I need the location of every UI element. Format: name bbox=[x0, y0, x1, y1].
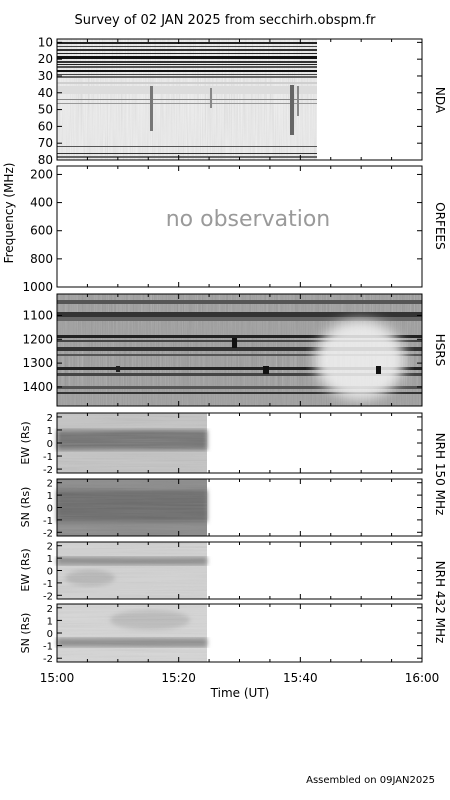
nrh432-sn-panel: 21 0 -1-2 bbox=[43, 603, 423, 665]
orfees-label: ORFEES bbox=[433, 202, 447, 249]
y-tick-label: 1000 bbox=[22, 280, 53, 294]
y-tick-label: 0 bbox=[47, 504, 53, 515]
y-tick-label: -1 bbox=[43, 642, 53, 653]
nrh432-ew-panel: 21 0-1-2 bbox=[43, 541, 423, 602]
y-tick-label: -2 bbox=[43, 591, 53, 602]
nrh150-ew-panel: 2 1 0 -1 -2 bbox=[43, 412, 423, 476]
figure-title: Survey of 02 JAN 2025 from secchirh.obsp… bbox=[75, 13, 377, 28]
y-tick-label: 0 bbox=[47, 439, 53, 450]
nda-spectrogram bbox=[57, 39, 317, 160]
hsrs-panel: 1100 1200 1300 1400 bbox=[22, 293, 423, 407]
y-tick-label: 80 bbox=[38, 153, 53, 167]
nrh150-sn-ylabel: SN (Rs) bbox=[19, 487, 32, 528]
y-tick-label: 2 bbox=[47, 413, 53, 424]
y-tick-label: 1 bbox=[47, 426, 53, 437]
y-tick-label: 1300 bbox=[22, 356, 53, 370]
nrh150-sn-image bbox=[57, 479, 207, 536]
nrh150-ew-image bbox=[57, 413, 207, 473]
assembled-note: Assembled on 09JAN2025 bbox=[306, 775, 435, 786]
y-tick-label: 400 bbox=[30, 196, 53, 210]
nrh432-ew-ylabel: EW (Rs) bbox=[19, 548, 32, 591]
y-tick-label: -1 bbox=[43, 516, 53, 527]
time-axis-label: Time (UT) bbox=[210, 686, 270, 700]
y-tick-label: 1 bbox=[47, 491, 53, 502]
time-axis: 15:00 15:20 15:40 16:00 bbox=[40, 39, 440, 685]
y-tick-label: -2 bbox=[43, 528, 53, 539]
nrh-432-label: NRH 432 MHz bbox=[433, 561, 447, 644]
y-tick-label: 1 bbox=[47, 616, 53, 627]
x-tick-label: 15:20 bbox=[161, 671, 196, 685]
y-tick-label: 800 bbox=[30, 252, 53, 266]
y-tick-label: -2 bbox=[43, 465, 53, 476]
hsrs-label: HSRS bbox=[433, 334, 447, 367]
x-tick-label: 15:40 bbox=[283, 671, 318, 685]
y-tick-label: -1 bbox=[43, 452, 53, 463]
nrh432-sn-image bbox=[57, 604, 207, 662]
nrh-150-label: NRH 150 MHz bbox=[433, 433, 447, 516]
orfees-panel: no observation 200 400 600 800 1000 bbox=[22, 165, 423, 294]
y-tick-label: 600 bbox=[30, 224, 53, 238]
y-tick-label: 2 bbox=[47, 479, 53, 490]
y-tick-label: 30 bbox=[38, 69, 53, 83]
frequency-axis-label: Frequency (MHz) bbox=[2, 163, 16, 264]
y-tick-label: 50 bbox=[38, 103, 53, 117]
nda-label: NDA bbox=[433, 87, 447, 114]
y-tick-label: 0 bbox=[47, 629, 53, 640]
hsrs-spectrogram bbox=[57, 294, 422, 406]
x-tick-label: 15:00 bbox=[40, 671, 75, 685]
y-tick-label: 0 bbox=[47, 567, 53, 578]
y-tick-label: -2 bbox=[43, 654, 53, 665]
y-tick-label: 10 bbox=[38, 35, 53, 49]
y-tick-label: 1400 bbox=[22, 380, 53, 394]
y-tick-label: 200 bbox=[30, 167, 53, 181]
y-tick-label: 2 bbox=[47, 542, 53, 553]
nrh432-ew-image bbox=[57, 542, 207, 599]
nda-panel: 10 20 30 40 50 60 70 80 bbox=[38, 35, 423, 167]
y-tick-label: 2 bbox=[47, 604, 53, 615]
y-tick-label: 20 bbox=[38, 52, 53, 66]
y-tick-label: -1 bbox=[43, 579, 53, 590]
no-observation-label: no observation bbox=[166, 207, 331, 232]
nrh150-sn-panel: 21 0-1-2 bbox=[43, 478, 423, 539]
y-tick-label: 1 bbox=[47, 554, 53, 565]
y-tick-label: 1100 bbox=[22, 308, 53, 322]
x-tick-label: 16:00 bbox=[405, 671, 440, 685]
y-tick-label: 60 bbox=[38, 119, 53, 133]
y-tick-label: 70 bbox=[38, 136, 53, 150]
y-tick-label: 1200 bbox=[22, 332, 53, 346]
y-tick-label: 40 bbox=[38, 86, 53, 100]
nrh432-sn-ylabel: SN (Rs) bbox=[19, 613, 32, 654]
nrh150-ew-ylabel: EW (Rs) bbox=[19, 421, 32, 464]
